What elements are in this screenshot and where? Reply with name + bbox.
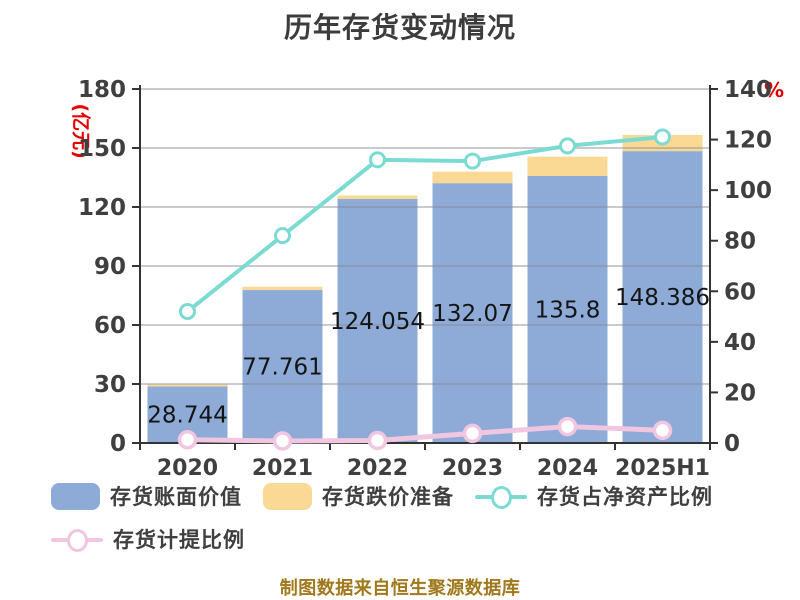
x-axis-category-label: 2023 (442, 456, 503, 481)
right-axis-tick-label: 0 (724, 431, 740, 457)
bar-book-value[interactable] (622, 151, 703, 443)
legend-item-net-asset-ratio[interactable]: 存货占净资产比例 (475, 481, 713, 511)
left-axis-tick-label: 60 (94, 313, 126, 339)
book-value-swatch-icon (51, 482, 100, 510)
bar-value-label: 124.054 (330, 309, 425, 335)
provision-ratio-marker-icon (51, 526, 103, 553)
legend-label-book-value: 存货账面价值 (110, 485, 242, 509)
left-axis-tick-label: 180 (78, 77, 126, 103)
bar-provision[interactable] (242, 286, 323, 291)
bar-book-value[interactable] (242, 290, 323, 443)
x-axis-category-label: 2022 (347, 456, 408, 481)
left-axis-tick-label: 0 (110, 431, 126, 457)
net-asset-ratio-marker-icon (475, 483, 527, 510)
provision-ratio-marker[interactable] (272, 431, 293, 451)
legend-item-provision[interactable]: 存货跌价准备 (263, 481, 454, 511)
right-axis-tick-label: 140 (724, 77, 772, 103)
net-asset-ratio-marker[interactable] (559, 137, 576, 155)
right-axis-tick-label: 20 (724, 380, 756, 406)
bar-provision[interactable] (147, 384, 228, 387)
net-asset-ratio-marker[interactable] (464, 152, 481, 170)
provision-swatch-icon (263, 482, 312, 510)
legend-label-provision: 存货跌价准备 (322, 485, 454, 509)
right-axis-tick-label: 100 (724, 178, 772, 204)
provision-ratio-marker[interactable] (367, 430, 388, 451)
legend-row-2: 存货计提比例 (51, 524, 245, 554)
provision-ratio-line (185, 424, 665, 444)
bar-book-value[interactable] (337, 199, 418, 443)
left-axis-tick-label: 30 (94, 372, 126, 398)
right-axis-tick-label: 120 (724, 128, 772, 154)
left-axis-tick-label: 150 (78, 136, 126, 162)
net-asset-ratio-marker[interactable] (274, 227, 291, 245)
x-axis-category-label: 2024 (537, 456, 598, 481)
right-axis-tick-label: 40 (724, 330, 756, 356)
bar-provision[interactable] (527, 156, 608, 176)
net-asset-ratio-marker[interactable] (654, 128, 671, 146)
bar-value-label: 28.744 (147, 403, 227, 429)
legend-label-provision-ratio: 存货计提比例 (113, 528, 245, 552)
bar-book-value[interactable] (432, 183, 513, 443)
net-asset-ratio-marker[interactable] (179, 303, 196, 321)
provision-ratio-marker[interactable] (557, 416, 578, 437)
legend-item-book-value[interactable]: 存货账面价值 (51, 481, 242, 511)
bar-value-label: 148.386 (615, 285, 710, 311)
bar-book-value[interactable] (527, 175, 608, 443)
bar-value-label: 132.07 (432, 301, 512, 327)
bar-provision[interactable] (432, 171, 513, 184)
right-axis-unit-label: % (764, 78, 785, 102)
right-axis-tick-label: 80 (724, 229, 756, 255)
x-axis-category-label: 2020 (157, 456, 218, 481)
legend-row-1: 存货账面价值 存货跌价准备 存货占净资产比例 (51, 481, 713, 511)
left-axis-tick-label: 90 (94, 254, 126, 280)
net-asset-ratio-marker[interactable] (369, 151, 386, 169)
left-axis-tick-label: 120 (78, 195, 126, 221)
bar-value-label: 135.8 (535, 297, 601, 323)
legend-item-provision-ratio[interactable]: 存货计提比例 (51, 524, 245, 554)
provision-ratio-marker[interactable] (652, 420, 673, 441)
net-asset-ratio-line (185, 135, 665, 314)
provision-ratio-marker[interactable] (462, 423, 483, 444)
legend-label-net-asset-ratio: 存货占净资产比例 (537, 485, 713, 509)
bar-provision[interactable] (337, 195, 418, 200)
bar-value-label: 77.761 (242, 355, 322, 381)
data-source-footer: 制图数据来自恒生聚源数据库 (279, 578, 521, 599)
chart-title: 历年存货变动情况 (283, 11, 516, 44)
x-axis-category-label: 2025H1 (615, 456, 710, 481)
x-axis-category-label: 2021 (252, 456, 313, 481)
right-axis-tick-label: 60 (724, 279, 756, 305)
provision-ratio-marker[interactable] (177, 429, 198, 450)
